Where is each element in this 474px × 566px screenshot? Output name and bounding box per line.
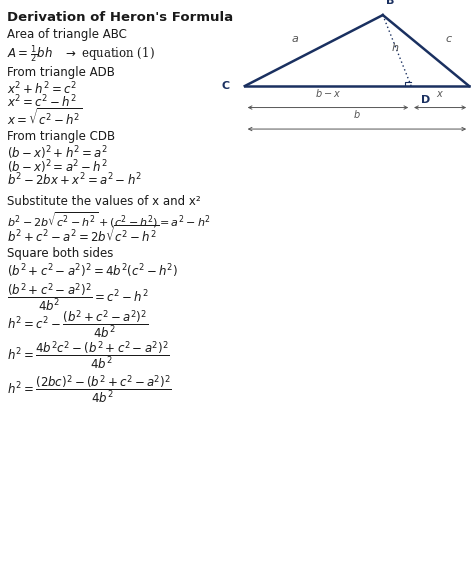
Text: $b^2 + c^2 - a^2 = 2b\sqrt{c^2 - h^2}$: $b^2 + c^2 - a^2 = 2b\sqrt{c^2 - h^2}$ — [7, 225, 159, 246]
Text: $(b^2 + c^2 - a^2)^2 = 4b^2(c^2 - h^2)$: $(b^2 + c^2 - a^2)^2 = 4b^2(c^2 - h^2)$ — [7, 262, 178, 280]
Text: B: B — [386, 0, 394, 6]
Text: $(b-x)^2 = a^2 - h^2$: $(b-x)^2 = a^2 - h^2$ — [7, 158, 108, 175]
Text: Derivation of Heron's Formula: Derivation of Heron's Formula — [7, 11, 233, 24]
Text: C: C — [222, 81, 230, 91]
Text: $h^2 = \dfrac{4b^2c^2 - (b^2 + c^2 - a^2)^2}{4b^2}$: $h^2 = \dfrac{4b^2c^2 - (b^2 + c^2 - a^2… — [7, 340, 170, 372]
Text: Square both sides: Square both sides — [7, 247, 113, 260]
Text: $b$: $b$ — [353, 108, 361, 121]
Text: $\dfrac{(b^2 + c^2 - a^2)^2}{4b^2} = c^2 - h^2$: $\dfrac{(b^2 + c^2 - a^2)^2}{4b^2} = c^2… — [7, 282, 149, 314]
Text: $b^2 - 2bx + x^2 = a^2 - h^2$: $b^2 - 2bx + x^2 = a^2 - h^2$ — [7, 172, 142, 188]
Text: $b^2 - 2b\sqrt{c^2 - h^2} + (c^2 - h^2) = a^2 - h^2$: $b^2 - 2b\sqrt{c^2 - h^2} + (c^2 - h^2) … — [7, 211, 211, 230]
Text: $x$: $x$ — [436, 89, 444, 99]
Text: D: D — [421, 95, 430, 105]
Text: a: a — [292, 34, 299, 44]
Text: $h^2 = c^2 - \dfrac{(b^2 + c^2 - a^2)^2}{4b^2}$: $h^2 = c^2 - \dfrac{(b^2 + c^2 - a^2)^2}… — [7, 308, 148, 341]
Text: $b-x$: $b-x$ — [315, 87, 341, 99]
Text: h: h — [392, 42, 399, 53]
Text: $x = \sqrt{c^2 - h^2}$: $x = \sqrt{c^2 - h^2}$ — [7, 108, 83, 128]
Text: From triangle ADB: From triangle ADB — [7, 66, 115, 79]
Text: $x^2 + h^2 = c^2$: $x^2 + h^2 = c^2$ — [7, 80, 77, 97]
Text: $x^2 = c^2 - h^2$: $x^2 = c^2 - h^2$ — [7, 93, 77, 110]
Text: Substitute the values of x and x²: Substitute the values of x and x² — [7, 195, 201, 208]
Text: $(b-x)^2 + h^2 = a^2$: $(b-x)^2 + h^2 = a^2$ — [7, 145, 108, 162]
Text: From triangle CDB: From triangle CDB — [7, 130, 115, 143]
Text: Area of triangle ABC: Area of triangle ABC — [7, 28, 127, 41]
Text: c: c — [446, 34, 452, 44]
Text: $A = \frac{1}{2}bh$   $\rightarrow$ equation (1): $A = \frac{1}{2}bh$ $\rightarrow$ equati… — [7, 43, 155, 65]
Text: $h^2 = \dfrac{(2bc)^2 - (b^2 + c^2 - a^2)^2}{4b^2}$: $h^2 = \dfrac{(2bc)^2 - (b^2 + c^2 - a^2… — [7, 374, 172, 406]
